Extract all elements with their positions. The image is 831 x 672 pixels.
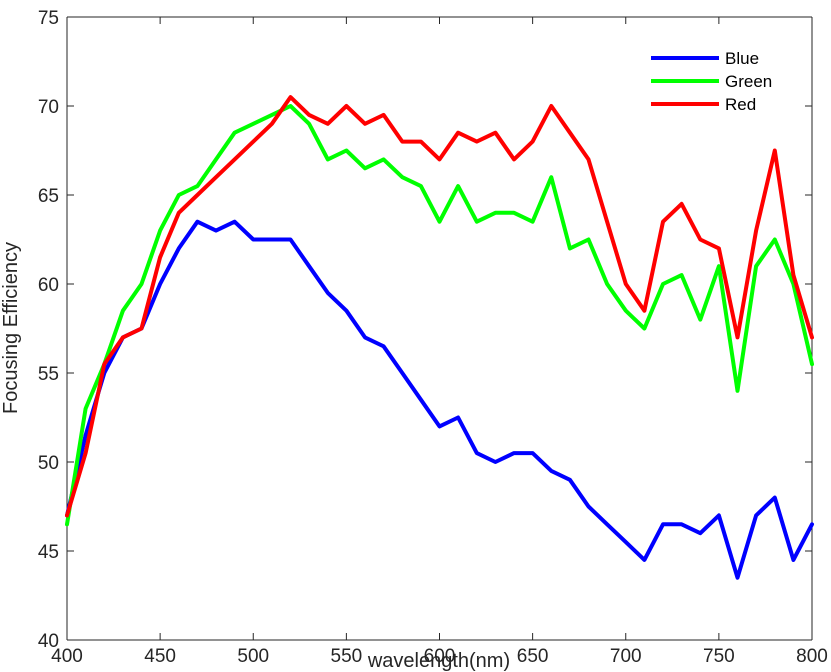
- x-tick-label: 700: [610, 646, 642, 667]
- x-tick-label: 800: [796, 646, 828, 667]
- x-tick-label: 650: [517, 646, 549, 667]
- y-tick-label: 65: [38, 186, 59, 207]
- series-group: [65, 95, 814, 580]
- x-tick-label: 500: [237, 646, 269, 667]
- legend-label-green: Green: [725, 72, 772, 91]
- y-tick-label: 50: [38, 453, 59, 474]
- x-tick-label: 400: [51, 646, 83, 667]
- x-axis-title: wavelength(nm): [367, 650, 510, 672]
- y-tick-label: 55: [38, 364, 59, 385]
- y-axis-title: Focusing Efficiency: [0, 242, 22, 414]
- y-tick-label: 40: [38, 631, 59, 652]
- x-tick-label: 450: [144, 646, 176, 667]
- legend-label-red: Red: [725, 95, 756, 114]
- y-tick-label: 60: [38, 275, 59, 296]
- x-ticks: 400 450 500 550 600 650 700 750 800: [51, 17, 828, 667]
- y-tick-label: 75: [38, 8, 59, 29]
- y-tick-label: 70: [38, 97, 59, 118]
- x-tick-label: 750: [703, 646, 735, 667]
- x-tick-label: 600: [424, 646, 456, 667]
- series-line-green: [65, 104, 814, 527]
- x-tick-label: 550: [331, 646, 363, 667]
- y-ticks: 40 45 50 55 60 65 70 75: [38, 8, 812, 652]
- y-tick-label: 45: [38, 542, 59, 563]
- legend: Blue Green Red: [642, 43, 802, 121]
- legend-label-blue: Blue: [725, 49, 759, 68]
- series-line-blue: [65, 219, 814, 580]
- series-line-red: [65, 95, 814, 518]
